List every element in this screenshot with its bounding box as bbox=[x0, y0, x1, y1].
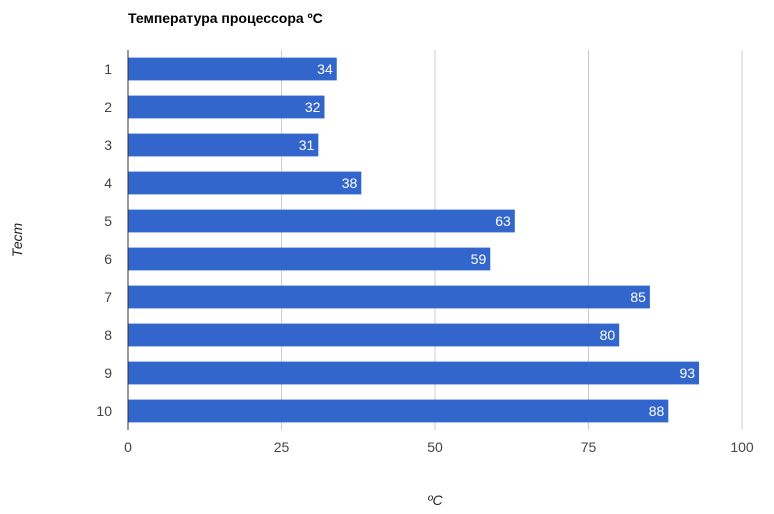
bar-value-label: 32 bbox=[305, 99, 321, 115]
y-axis-ticks: 1 2 3 4 5 6 7 8 9 10 bbox=[96, 61, 112, 419]
y-tick-label: 5 bbox=[104, 213, 112, 229]
bar bbox=[128, 171, 362, 195]
y-axis-title: Тест bbox=[9, 222, 25, 257]
x-axis-title: ºC bbox=[427, 492, 443, 508]
bar bbox=[128, 95, 325, 119]
x-tick-label: 75 bbox=[581, 439, 597, 455]
y-tick-label: 8 bbox=[104, 327, 112, 343]
y-tick-label: 7 bbox=[104, 289, 112, 305]
x-axis-ticks: 0 25 50 75 100 bbox=[124, 439, 754, 455]
bar bbox=[128, 133, 319, 157]
bar-value-label: 34 bbox=[317, 61, 333, 77]
bar-value-label: 88 bbox=[649, 403, 665, 419]
data-labels: 34 32 31 38 63 59 85 80 93 88 bbox=[299, 61, 695, 419]
x-tick-label: 25 bbox=[274, 439, 290, 455]
bar bbox=[128, 57, 337, 81]
y-tick-label: 10 bbox=[96, 403, 112, 419]
bar bbox=[128, 323, 620, 347]
y-tick-label: 9 bbox=[104, 365, 112, 381]
y-tick-label: 4 bbox=[104, 175, 112, 191]
y-tick-label: 2 bbox=[104, 99, 112, 115]
x-tick-label: 100 bbox=[730, 439, 754, 455]
bar bbox=[128, 285, 650, 309]
chart-title: Температура процессора ºC bbox=[128, 10, 323, 26]
bar-value-label: 59 bbox=[471, 251, 487, 267]
x-tick-label: 50 bbox=[427, 439, 443, 455]
bar-value-label: 38 bbox=[342, 175, 358, 191]
bar-value-label: 93 bbox=[679, 365, 695, 381]
bar-series bbox=[128, 57, 700, 423]
bar bbox=[128, 209, 515, 233]
bar-value-label: 31 bbox=[299, 137, 315, 153]
y-tick-label: 3 bbox=[104, 137, 112, 153]
bar bbox=[128, 361, 700, 385]
y-tick-label: 6 bbox=[104, 251, 112, 267]
bar-value-label: 80 bbox=[600, 327, 616, 343]
bar-value-label: 63 bbox=[495, 213, 511, 229]
bar bbox=[128, 247, 491, 271]
y-tick-label: 1 bbox=[104, 61, 112, 77]
bar-value-label: 85 bbox=[630, 289, 646, 305]
x-tick-label: 0 bbox=[124, 439, 132, 455]
bar bbox=[128, 399, 669, 423]
